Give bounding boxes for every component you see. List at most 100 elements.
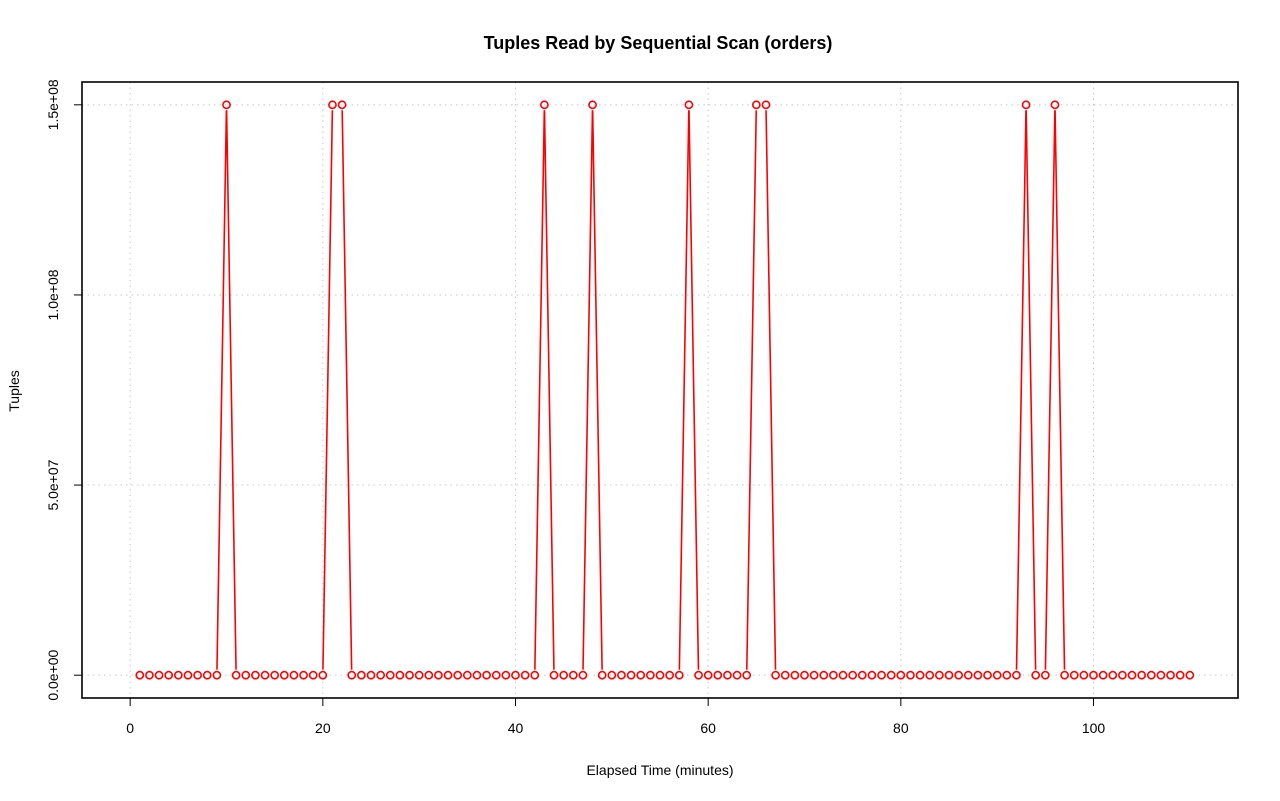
data-point	[954, 670, 964, 680]
data-point	[260, 670, 270, 680]
data-point	[838, 670, 848, 680]
point-layer	[135, 100, 1195, 680]
data-point	[857, 670, 867, 680]
data-point	[472, 670, 482, 680]
peak-data-point	[751, 100, 761, 110]
data-point	[279, 670, 289, 680]
peak-data-point	[328, 100, 337, 110]
data-point	[250, 670, 260, 680]
data-point	[501, 670, 511, 680]
series-line-segment	[534, 110, 546, 670]
data-point	[829, 670, 838, 680]
data-point	[906, 670, 915, 680]
data-point	[636, 670, 646, 680]
data-point	[934, 670, 944, 680]
data-point	[617, 670, 626, 680]
data-point	[193, 670, 202, 680]
x-tick-label: 20	[315, 720, 331, 736]
x-tick-label: 40	[508, 720, 524, 736]
data-point	[530, 670, 540, 680]
data-point	[886, 670, 896, 680]
data-point	[308, 670, 318, 680]
peak-data-point	[684, 100, 694, 110]
data-point	[173, 670, 183, 680]
y-tick-label: 1.0e+08	[45, 269, 61, 320]
data-point	[732, 670, 742, 680]
data-point	[299, 670, 308, 680]
data-point	[202, 670, 212, 680]
data-point	[434, 670, 443, 680]
data-point	[1146, 670, 1156, 680]
data-point	[1069, 670, 1079, 680]
data-point	[231, 670, 241, 680]
data-point	[1166, 670, 1175, 680]
x-axis-label: Elapsed Time (minutes)	[586, 762, 733, 778]
data-point	[1089, 670, 1098, 680]
data-point	[212, 670, 222, 680]
data-point	[568, 670, 578, 680]
data-point	[713, 670, 723, 680]
peak-data-point	[337, 100, 347, 110]
data-point	[1002, 670, 1012, 680]
data-point	[145, 670, 154, 680]
peak-data-point	[222, 100, 231, 110]
data-point	[607, 670, 617, 680]
data-point	[626, 670, 636, 680]
data-point	[771, 670, 780, 680]
data-point	[915, 670, 925, 680]
data-point	[347, 670, 357, 680]
data-point	[1040, 670, 1050, 680]
data-point	[164, 670, 174, 680]
data-point	[482, 670, 491, 680]
data-point	[848, 670, 858, 680]
series-line-segment	[322, 110, 334, 670]
data-point	[800, 670, 809, 680]
data-point	[645, 670, 655, 680]
series-line-segment	[678, 110, 690, 670]
data-point	[491, 670, 501, 680]
series-line-segment	[1025, 110, 1037, 670]
data-point	[1031, 670, 1041, 680]
data-point	[376, 670, 386, 680]
data-point	[318, 670, 328, 680]
series-line-segment	[225, 110, 237, 670]
data-point	[925, 670, 935, 680]
data-point	[983, 670, 992, 680]
series-line-segment	[765, 110, 777, 670]
data-point	[414, 670, 424, 680]
data-point	[809, 670, 819, 680]
data-point	[597, 670, 607, 680]
data-point	[1060, 670, 1069, 680]
data-point	[1127, 670, 1137, 680]
data-point	[405, 670, 414, 680]
data-point	[877, 670, 886, 680]
data-point	[1108, 670, 1118, 680]
data-point	[356, 670, 366, 680]
data-point	[963, 670, 973, 680]
axis-layer: 0 20 40 60 80 100 0.0e+00 5.0e+07 1.0e+08 1.5e+08	[45, 79, 1105, 736]
series-line-segment	[1044, 110, 1056, 670]
data-point	[1185, 670, 1195, 680]
series-line-segment	[688, 110, 700, 670]
data-point	[511, 670, 520, 680]
y-axis-label: Tuples	[6, 370, 22, 412]
data-point	[992, 670, 1002, 680]
data-point	[549, 670, 559, 680]
data-point	[723, 670, 732, 680]
data-point	[462, 670, 472, 680]
line-layer	[216, 110, 1066, 670]
data-point	[424, 670, 434, 680]
data-point	[366, 670, 376, 680]
x-tick-label: 0	[126, 720, 134, 736]
peak-data-point	[588, 100, 597, 110]
data-point	[520, 670, 530, 680]
data-point	[1012, 670, 1021, 680]
series-line-segment	[216, 110, 228, 670]
series-line-segment	[1015, 110, 1027, 670]
data-point	[1175, 670, 1185, 680]
data-point	[655, 670, 665, 680]
data-point	[790, 670, 800, 680]
y-tick-label: 1.5e+08	[45, 79, 61, 130]
data-point	[183, 670, 193, 680]
